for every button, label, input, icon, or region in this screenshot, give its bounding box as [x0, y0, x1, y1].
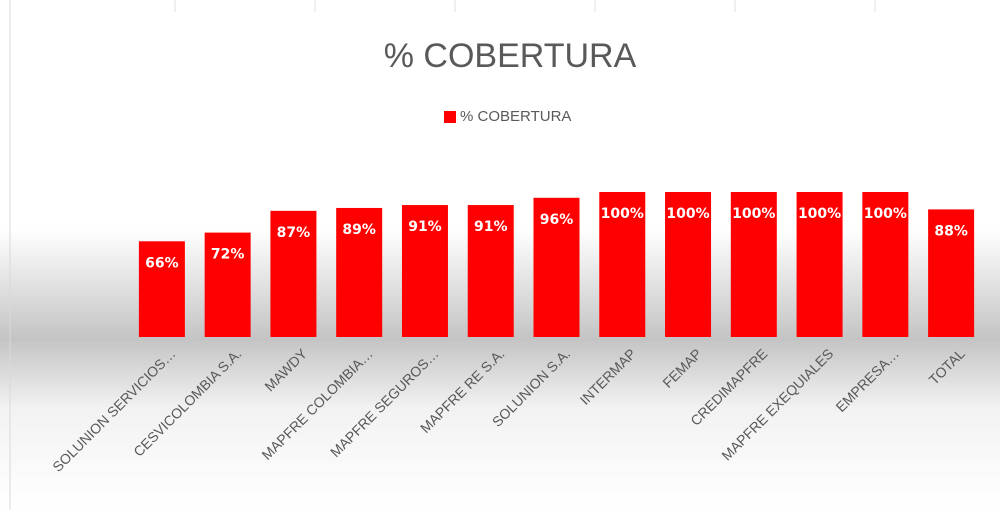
bar	[401, 205, 448, 337]
value-label: 96%	[540, 212, 574, 228]
value-label: 72%	[211, 247, 245, 263]
bar	[533, 197, 580, 337]
value-label: 100%	[864, 206, 907, 222]
bar	[730, 192, 777, 337]
bar	[270, 210, 317, 337]
value-label: 89%	[342, 222, 376, 238]
value-label: 100%	[666, 206, 709, 222]
value-label: 88%	[934, 223, 968, 239]
legend-label: % COBERTURA	[460, 108, 571, 125]
value-label: 100%	[601, 206, 644, 222]
value-label: 87%	[277, 225, 311, 241]
bar	[138, 241, 185, 337]
legend-swatch	[444, 111, 456, 123]
bar	[665, 192, 712, 337]
chart-title: % COBERTURA	[384, 37, 637, 75]
bar	[862, 192, 909, 337]
legend: % COBERTURA	[444, 108, 571, 125]
sheet-grid	[174, 0, 876, 12]
bar	[599, 192, 646, 337]
value-label: 100%	[798, 206, 841, 222]
value-label: 91%	[474, 219, 508, 235]
bar	[467, 205, 514, 337]
value-label: 91%	[408, 219, 442, 235]
value-label: 66%	[145, 255, 179, 271]
bar	[796, 192, 843, 337]
bar	[336, 207, 383, 337]
bar	[928, 209, 975, 337]
bar	[204, 232, 251, 337]
value-label: 100%	[732, 206, 775, 222]
